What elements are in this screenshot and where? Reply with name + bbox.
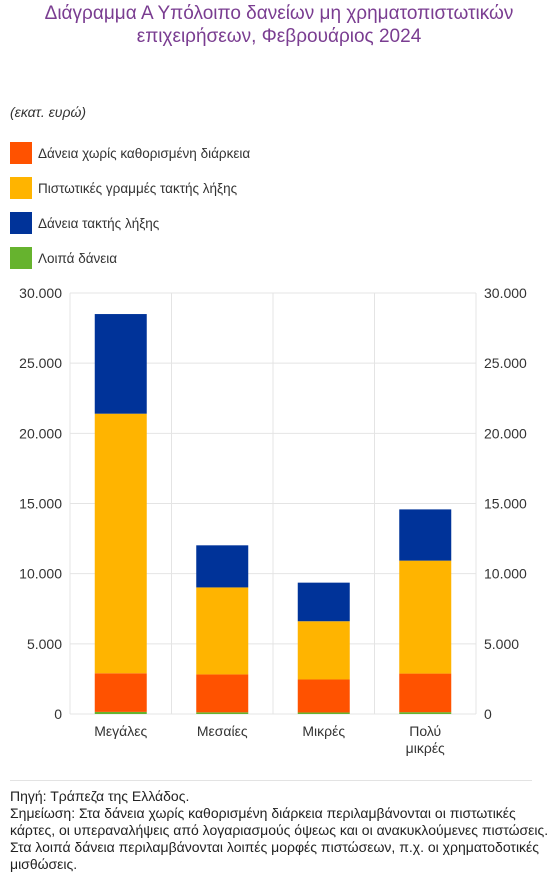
legend-swatch xyxy=(10,247,32,269)
y-tick-label-right: 15.000 xyxy=(484,496,527,512)
bar-segment xyxy=(399,673,452,713)
bar-segment xyxy=(297,679,350,713)
y-tick-label-left: 5.000 xyxy=(27,636,62,652)
legend-label: Πιστωτικές γραμμές τακτής λήξης xyxy=(38,180,238,196)
bar-segment xyxy=(399,509,452,561)
legend-item: Δάνεια χωρίς καθορισμένη διάρκεια xyxy=(10,141,250,165)
bar-segment xyxy=(94,673,147,712)
bar-segment xyxy=(94,711,147,714)
x-tick-label: Μεσαίες xyxy=(197,723,248,739)
bar-segment xyxy=(399,560,452,674)
y-tick-label-right: 20.000 xyxy=(484,425,527,441)
footnote: Σημείωση: Στα δάνεια χωρίς καθορισμένη δ… xyxy=(10,805,549,872)
legend-swatch xyxy=(10,142,32,164)
chart-area: 0 0 5.000 5.000 10.000 10.000 15.000 15.000 20.0… xyxy=(19,285,527,756)
y-tick-label-left: 20.000 xyxy=(19,425,62,441)
y-tick-label-right: 10.000 xyxy=(484,566,527,582)
y-tick-label-left: 0 xyxy=(54,706,62,722)
y-tick-label-right: 5.000 xyxy=(484,636,519,652)
y-tick-label-left: 25.000 xyxy=(19,355,62,371)
bar-segment xyxy=(196,674,249,713)
legend: Δάνεια χωρίς καθορισμένη διάρκεια Πιστωτι… xyxy=(10,141,250,281)
legend-label: Λοιπά δάνεια xyxy=(38,250,118,266)
legend-swatch xyxy=(10,177,32,199)
footer: Πηγή: Τράπεζα της Ελλάδος. Σημείωση: Στα… xyxy=(10,788,550,873)
chart-title: Διάγραμμα Α Υπόλοιπο δανείων μη χρηματοπ… xyxy=(44,3,514,47)
y-tick-label-right: 30.000 xyxy=(484,285,527,301)
bar-segment xyxy=(196,712,249,714)
y-tick-label-left: 10.000 xyxy=(19,566,62,582)
x-tick-label: Πολύ xyxy=(409,723,441,739)
y-tick-label-right: 0 xyxy=(484,706,492,722)
y-tick-label-left: 30.000 xyxy=(19,285,62,301)
x-tick-label: Μεγάλες xyxy=(94,723,147,739)
legend-swatch xyxy=(10,212,32,234)
bar-segment xyxy=(196,545,249,588)
source-note: Πηγή: Τράπεζα της Ελλάδος. xyxy=(10,788,190,804)
legend-label: Δάνεια τακτής λήξης xyxy=(38,215,160,231)
bar-segment xyxy=(94,413,147,674)
unit-label: (εκατ. ευρώ) xyxy=(10,104,87,120)
y-tick-label-left: 15.000 xyxy=(19,496,62,512)
legend-item: Λοιπά δάνεια xyxy=(10,246,250,270)
x-tick-label: μικρές xyxy=(406,740,445,756)
legend-label: Δάνεια χωρίς καθορισμένη διάρκεια xyxy=(38,145,251,161)
bar-segment xyxy=(399,712,452,714)
x-tick-label: Μικρές xyxy=(302,723,345,739)
bar-segment xyxy=(196,587,249,675)
y-tick-label-right: 25.000 xyxy=(484,355,527,371)
legend-item: Πιστωτικές γραμμές τακτής λήξης xyxy=(10,176,250,200)
footer-divider xyxy=(10,780,532,781)
bar-segment xyxy=(94,314,147,414)
bar-segment xyxy=(297,621,350,680)
legend-item: Δάνεια τακτής λήξης xyxy=(10,211,250,235)
bar-segment xyxy=(297,712,350,714)
bar-segment xyxy=(297,582,350,622)
